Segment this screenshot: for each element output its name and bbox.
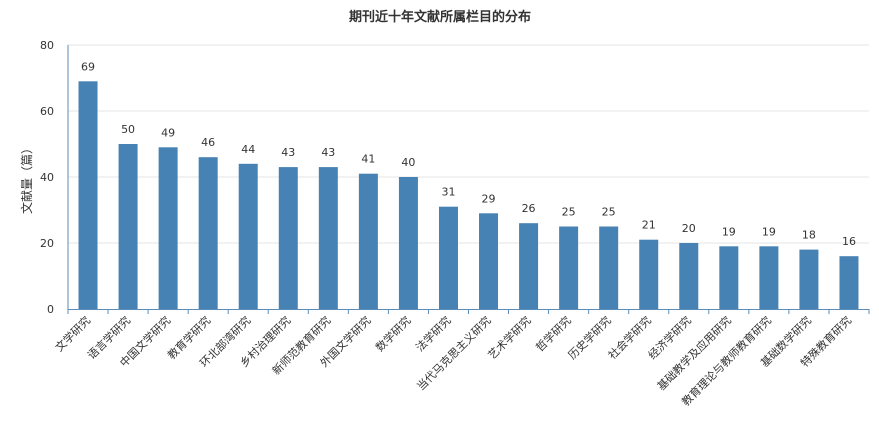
bar <box>599 226 619 309</box>
data-label: 46 <box>201 136 215 149</box>
category-label: 当代马克思主义研究 <box>414 313 494 393</box>
category-label: 数学研究 <box>373 313 414 354</box>
data-label: 44 <box>241 143 255 156</box>
bar <box>118 144 138 309</box>
bar <box>679 243 699 309</box>
bar <box>438 206 458 309</box>
data-label: 50 <box>121 123 135 136</box>
data-labels: 69 50 49 46 44 43 43 41 40 31 29 26 25 25 21 20 19 19 18 16 <box>81 60 856 248</box>
bar <box>278 167 298 309</box>
data-label: 19 <box>722 225 736 238</box>
bar <box>639 239 659 309</box>
bar <box>158 147 178 309</box>
data-label: 40 <box>401 156 415 169</box>
category-labels: 文学研究语言学研究中国文学研究教育学研究环北部湾研究乡村治理研究新师范教育研究外… <box>52 313 854 408</box>
bar <box>318 167 338 309</box>
gridlines <box>68 44 869 244</box>
axes <box>67 45 870 314</box>
data-label: 49 <box>161 126 175 139</box>
bar <box>559 226 579 309</box>
data-label: 18 <box>802 229 816 242</box>
data-label: 25 <box>562 206 576 219</box>
y-tick-label: 20 <box>40 237 54 250</box>
y-axis-label: 文献量（篇） <box>19 142 34 214</box>
category-label: 哲学研究 <box>533 313 574 354</box>
data-label: 16 <box>842 235 856 248</box>
data-label: 20 <box>682 222 696 235</box>
y-tick-label: 40 <box>40 171 54 184</box>
bar <box>759 246 779 309</box>
bar <box>358 173 378 309</box>
y-tick-label: 80 <box>40 39 54 52</box>
y-axis-ticks: 0 20 40 60 80 <box>40 39 54 316</box>
bar <box>198 157 218 309</box>
data-label: 43 <box>281 146 295 159</box>
category-label: 艺术学研究 <box>485 313 534 362</box>
data-label: 41 <box>361 153 375 166</box>
chart-title: 期刊近十年文献所属栏目的分布 <box>349 9 531 25</box>
bar <box>238 163 258 309</box>
data-label: 29 <box>482 192 496 205</box>
bar <box>719 246 739 309</box>
category-label: 法学研究 <box>413 313 454 354</box>
category-label: 文学研究 <box>52 313 93 354</box>
data-label: 31 <box>441 186 455 199</box>
data-label: 21 <box>642 219 656 232</box>
bar <box>839 256 859 309</box>
y-tick-label: 60 <box>40 105 54 118</box>
data-label: 69 <box>81 60 95 73</box>
bar <box>519 223 539 309</box>
bar <box>78 81 98 309</box>
data-label: 25 <box>602 206 616 219</box>
data-label: 26 <box>522 202 536 215</box>
bars <box>78 81 859 309</box>
bar <box>398 177 418 309</box>
y-tick-label: 0 <box>47 303 54 316</box>
bar <box>799 249 819 309</box>
bar <box>479 213 499 309</box>
category-label: 基础教学及应用研究 <box>654 313 734 393</box>
data-label: 19 <box>762 225 776 238</box>
data-label: 43 <box>321 146 335 159</box>
